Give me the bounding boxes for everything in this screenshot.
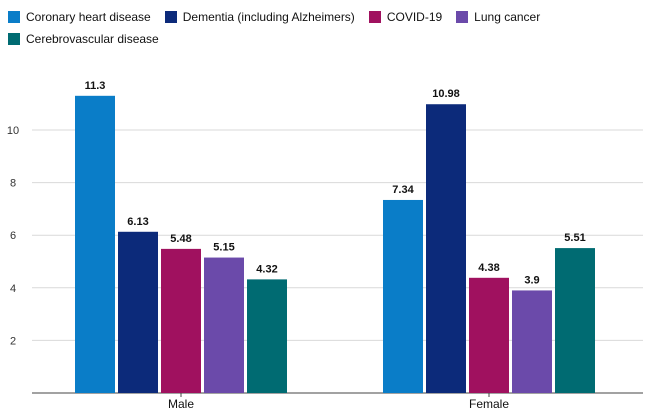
legend-swatch-lung-cancer [456,11,469,23]
bar-male-series-4 [247,279,287,393]
chart-legend: Coronary heart disease Dementia (includi… [8,6,608,50]
y-tick-label-10: 10 [7,125,19,137]
data-label-female-series-4: 5.51 [564,232,585,244]
data-label-male-series-0: 11.3 [85,80,106,92]
legend-label-covid-19: COVID-19 [386,10,443,24]
bar-female-series-0 [383,199,423,393]
y-tick-label-8: 8 [10,178,16,190]
legend-label-lung-cancer: Lung cancer [474,10,541,24]
x-category-label-male: Male [168,397,194,411]
bar-female-series-1 [426,104,466,393]
legend-swatch-covid-19 [368,11,381,23]
data-label-female-series-1: 10.98 [432,88,460,100]
bar-male-series-1 [118,231,158,393]
x-category-label-female: Female [469,397,509,411]
data-label-male-series-1: 6.13 [127,216,148,228]
legend-item-cerebrovascular-disease: Cerebrovascular disease [8,32,159,46]
data-label-male-series-3: 5.15 [213,242,234,254]
legend-row-1: Coronary heart disease Dementia (includi… [8,6,608,28]
legend-row-2: Cerebrovascular disease [8,28,608,50]
bar-male-series-3 [204,257,244,393]
bar-female-series-4 [555,248,595,393]
y-tick-label-4: 4 [10,283,16,295]
legend-swatch-cerebrovascular-disease [8,33,20,45]
legend-label-cerebrovascular-disease: Cerebrovascular disease [26,32,159,46]
data-label-male-series-2: 5.48 [170,233,191,245]
data-label-female-series-0: 7.34 [392,184,414,196]
bar-male-series-0 [75,95,115,393]
legend-item-lung-cancer: Lung cancer [456,10,540,24]
data-label-male-series-4: 4.32 [256,263,277,275]
data-label-female-series-3: 3.9 [524,274,539,286]
legend-swatch-coronary-heart-disease [8,11,20,23]
y-tick-label-6: 6 [10,230,16,242]
legend-item-covid-19: COVID-19 [368,10,443,24]
bar-male-series-2 [161,248,201,393]
legend-label-dementia: Dementia (including Alzheimers) [182,10,355,24]
legend-swatch-dementia [164,11,177,23]
data-label-female-series-2: 4.38 [478,262,499,274]
bar-female-series-3 [512,290,552,393]
bar-female-series-2 [469,277,509,393]
legend-item-dementia: Dementia (including Alzheimers) [164,10,355,24]
y-tick-label-2: 2 [10,335,16,347]
legend-item-coronary-heart-disease: Coronary heart disease [8,10,151,24]
legend-label-coronary-heart-disease: Coronary heart disease [26,10,151,24]
